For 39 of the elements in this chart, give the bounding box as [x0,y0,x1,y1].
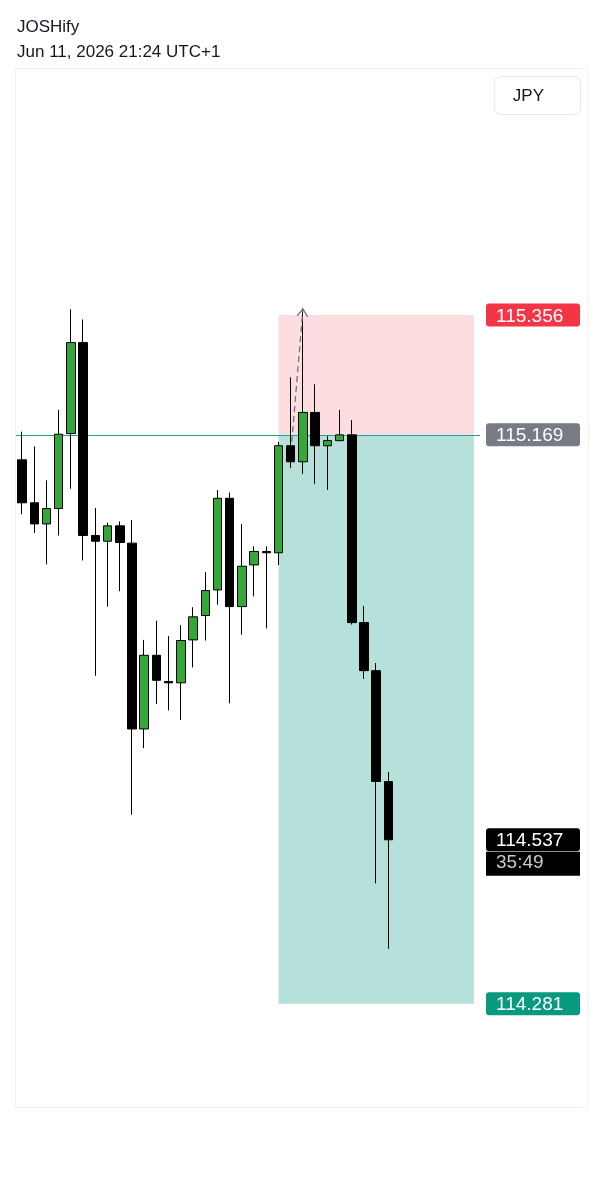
candlestick [213,489,222,606]
candlestick [17,431,27,515]
candlestick [115,520,125,592]
chart-title: JOSHify [17,16,81,38]
text: 35:49 [496,851,544,873]
candlestick [164,635,173,711]
candlestick [262,545,271,629]
candlestick [335,409,344,442]
y-tick-label: 115.169 [496,424,564,446]
candlestick [274,441,283,566]
candlestick [359,605,369,680]
candlestick [54,409,63,536]
candlestick [188,606,198,668]
candlestick [298,307,308,475]
candlestick [78,319,88,561]
candlestick [286,376,295,469]
chart-subtitle: Jun 11, 2026 21:24 UTC+1 [17,41,221,63]
candlestick [237,523,247,636]
y-tick-label: 114.537 [496,829,564,851]
y-axis-title: JPY [512,86,545,105]
candlestick [30,445,39,534]
candlestick [201,571,210,642]
candlestick [323,435,332,491]
candlestick [139,639,149,749]
candlestick [225,492,234,704]
candlestick [310,383,320,485]
candlestick [103,522,112,608]
candlestick [127,519,137,816]
candlestick [42,479,51,565]
candlestick [249,545,259,597]
candlestick [347,419,357,626]
candlestick [384,771,393,950]
y-tick-label: 114.281 [496,993,564,1015]
candlestick [152,620,161,705]
candlestick [66,308,76,490]
candlestick [371,662,381,884]
candlestick [176,624,186,721]
candlestick [91,507,100,677]
y-tick-label: 115.356 [496,304,564,326]
